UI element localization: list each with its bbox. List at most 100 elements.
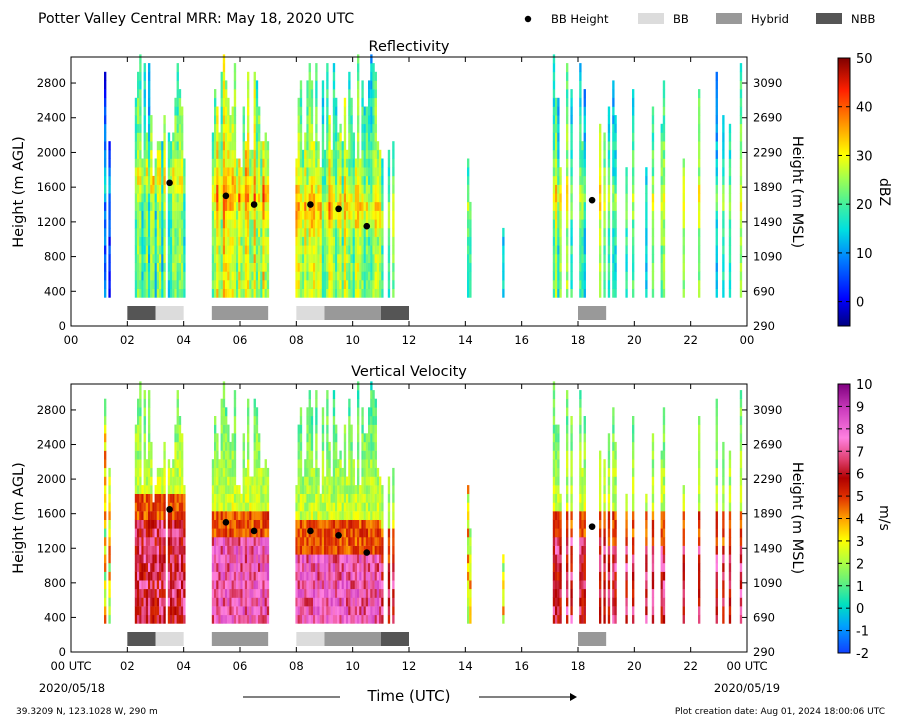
colorbar-tick-label: 50: [856, 52, 873, 67]
colorbar-tick-label: -2: [856, 647, 869, 662]
bb-type-hybrid: [211, 306, 269, 320]
velocity-colorbar-ticks: -2 -1 0 1 2 3 4 5 6 7 8 9 10: [838, 378, 873, 662]
velocity-axes: 00 UTC 02 04 06 08 10 12 14 16 18 20 22 00 UTC040080…: [37, 384, 782, 673]
y2-tick-label: 1090: [753, 250, 782, 264]
bb-type-hybrid: [211, 632, 269, 646]
xlabel: Time (UTC): [367, 687, 451, 705]
x-tick-label: 00: [740, 333, 755, 347]
velocity-title: Vertical Velocity: [351, 364, 467, 380]
y-tick-label: 1200: [37, 215, 66, 229]
bb-height-point: [335, 205, 342, 213]
x-tick-label: 20: [627, 659, 642, 673]
end-date: 2020/05/19: [714, 681, 780, 695]
reflectivity-axes: 00 02 04 06 08 10 12 14 16 18 20 22 0004008001200160…: [37, 57, 782, 347]
y2-tick-label: 690: [753, 284, 775, 298]
colorbar-tick-label: 2: [856, 557, 864, 572]
y-tick-label: 2400: [37, 438, 66, 452]
y2-tick-label: 690: [753, 610, 775, 624]
bb-height-point: [307, 201, 314, 208]
y-tick-label: 400: [44, 284, 66, 298]
colorbar-tick-label: 0: [856, 296, 864, 311]
legend-nbb-swatch: [816, 13, 842, 24]
colorbar-tick-label: -1: [856, 625, 869, 640]
x-tick-label: 06: [233, 659, 248, 673]
bb-height-point: [588, 523, 596, 530]
reflectivity-colorbar: [837, 57, 851, 327]
colorbar-tick-label: 9: [856, 400, 864, 415]
x-tick-label: 16: [514, 333, 529, 347]
start-date: 2020/05/18: [39, 681, 105, 695]
legend-hybrid-label: Hybrid: [751, 12, 789, 26]
x-tick-label: 02: [120, 659, 135, 673]
bb-type-hybrid: [324, 306, 381, 320]
x-tick-label: 10: [345, 659, 360, 673]
colorbar-tick-label: 40: [856, 101, 873, 116]
colorbar-tick-label: 7: [856, 445, 864, 460]
x-tick-label: 10: [345, 333, 360, 347]
y2-tick-label: 2290: [753, 472, 782, 486]
velocity-bb-heights: [166, 506, 596, 556]
legend-bb-swatch: [638, 13, 664, 24]
colorbar-tick-label: 8: [856, 423, 864, 438]
x-tick-label: 00 UTC: [50, 659, 91, 673]
legend-hybrid-swatch: [716, 13, 742, 24]
colorbar-tick-label: 4: [856, 513, 864, 528]
reflectivity-heatmap: [104, 54, 743, 298]
bb-type-bb: [296, 632, 325, 646]
y2-tick-label: 1490: [753, 541, 782, 555]
x-tick-label: 18: [571, 659, 586, 673]
x-tick-label: 14: [458, 659, 473, 673]
y-tick-label: 2800: [37, 403, 66, 417]
bb-height-point: [363, 549, 371, 556]
bb-height-point: [166, 179, 173, 187]
bb-type-hybrid: [578, 632, 607, 646]
bb-type-bb: [296, 306, 325, 320]
velocity-colorbar-label: m/s: [876, 505, 892, 531]
legend: BB Height BB Hybrid NBB: [524, 12, 875, 26]
y-tick-label: 1600: [37, 180, 66, 194]
reflectivity-y2label: Height (m MSL): [789, 136, 805, 248]
y-tick-label: 1200: [37, 541, 66, 555]
reflectivity-panel: Reflectivity 00 02 04 06 08 10 12 14 16 18 20 22 000…: [11, 39, 892, 347]
x-tick-label: 08: [289, 659, 304, 673]
colorbar-tick-label: 30: [856, 149, 873, 164]
bb-type-hybrid: [324, 632, 381, 646]
velocity-panel: Vertical Velocity 00 UTC 02 04 06 08 10 12 14 16…: [11, 364, 892, 673]
y2-tick-label: 290: [753, 645, 775, 659]
bb-height-point: [363, 222, 371, 230]
x-tick-label: 00 UTC: [726, 659, 767, 673]
y2-tick-label: 2290: [753, 145, 782, 159]
y-tick-label: 2000: [37, 472, 66, 486]
bb-type-bb: [155, 632, 184, 646]
y-tick-label: 1600: [37, 507, 66, 521]
y-tick-label: 400: [44, 610, 66, 624]
reflectivity-colorbar-ticks: 0 10 20 30 40 50: [838, 52, 873, 311]
y2-tick-label: 1090: [753, 576, 782, 590]
y2-tick-label: 1890: [753, 507, 782, 521]
colorbar-tick-label: 10: [856, 247, 873, 262]
x-tick-label: 18: [571, 333, 586, 347]
station-location: 39.3209 N, 123.1028 W, 290 m: [16, 707, 158, 717]
bb-height-point: [222, 519, 230, 526]
x-tick-label: 22: [683, 333, 698, 347]
x-tick-label: 00: [64, 333, 79, 347]
y2-tick-label: 1890: [753, 180, 782, 194]
y-tick-label: 0: [59, 645, 66, 659]
y2-tick-label: 290: [753, 319, 775, 333]
legend-bb-height-label: BB Height: [551, 12, 609, 26]
y-tick-label: 2400: [37, 111, 66, 125]
colorbar-tick-label: 5: [856, 490, 864, 505]
bb-height-point: [250, 201, 258, 208]
colorbar-tick-label: 1: [856, 580, 864, 595]
bb-height-point: [588, 196, 596, 204]
y2-tick-label: 2690: [753, 438, 782, 452]
colorbar-tick-label: 3: [856, 535, 864, 550]
bb-height-point: [250, 527, 258, 535]
y-tick-label: 800: [44, 576, 66, 590]
velocity-y2label: Height (m MSL): [789, 462, 805, 574]
x-tick-label: 04: [176, 659, 191, 673]
y-tick-label: 0: [59, 319, 66, 333]
bb-height-point: [307, 527, 314, 535]
creation-date: Plot creation date: Aug 01, 2024 18:00:0…: [675, 707, 885, 717]
